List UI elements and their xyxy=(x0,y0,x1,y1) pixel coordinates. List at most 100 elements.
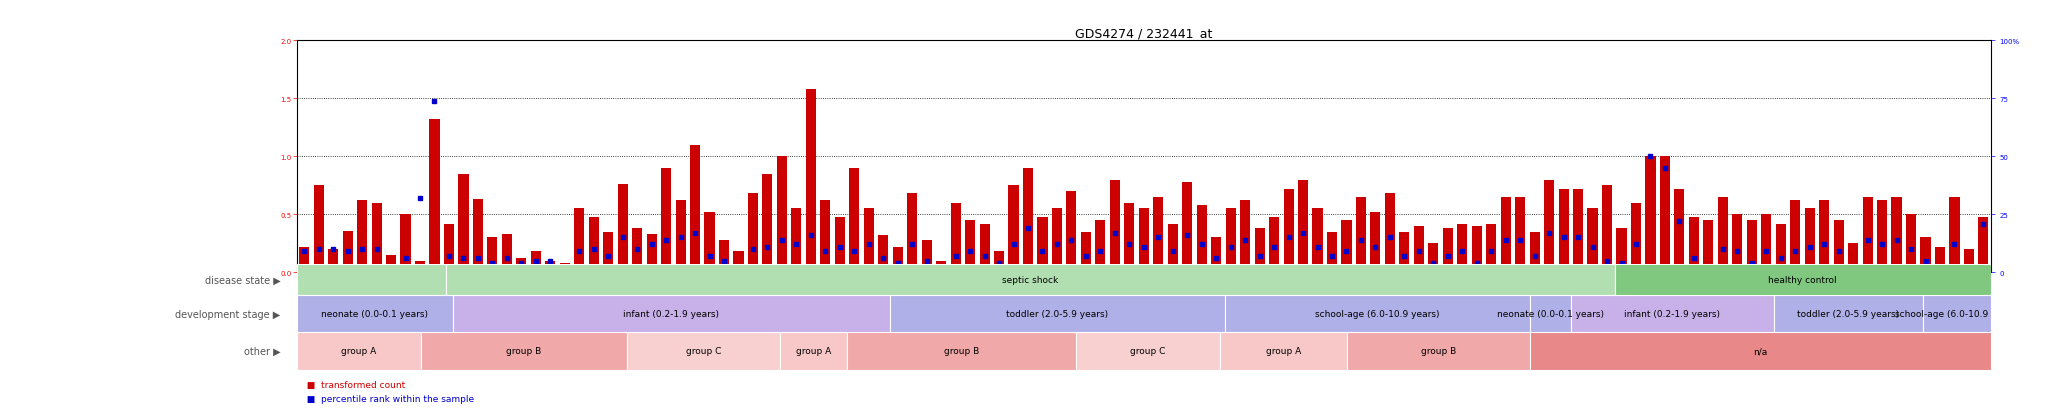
Text: disease state ▶: disease state ▶ xyxy=(205,275,281,285)
Bar xyxy=(1907,215,1917,273)
Bar xyxy=(965,221,975,273)
Bar xyxy=(1718,197,1729,273)
Bar xyxy=(1587,209,1597,273)
Bar xyxy=(633,229,643,273)
Bar xyxy=(453,295,889,332)
Bar xyxy=(805,90,815,273)
Bar xyxy=(1225,209,1235,273)
Bar xyxy=(1659,157,1669,273)
Bar xyxy=(1530,295,1571,332)
Text: ■  transformed count: ■ transformed count xyxy=(301,380,406,389)
Bar xyxy=(1298,180,1309,273)
Bar xyxy=(1790,201,1800,273)
Bar xyxy=(459,174,469,273)
Text: school-age (6.0-10.9 years): school-age (6.0-10.9 years) xyxy=(1894,309,2019,318)
Bar xyxy=(1270,217,1280,273)
Bar xyxy=(420,332,627,370)
Bar xyxy=(1038,217,1047,273)
Bar xyxy=(297,264,446,295)
Bar xyxy=(416,261,426,273)
Bar xyxy=(893,247,903,273)
Bar xyxy=(1399,232,1409,273)
Bar xyxy=(473,200,483,273)
Bar xyxy=(1458,224,1466,273)
Bar xyxy=(1571,295,1774,332)
Bar xyxy=(1645,157,1655,273)
Bar xyxy=(1356,197,1366,273)
Text: group C: group C xyxy=(1130,347,1165,356)
Bar xyxy=(791,209,801,273)
Bar xyxy=(1384,194,1395,273)
Bar xyxy=(836,217,846,273)
Text: n/a: n/a xyxy=(1753,347,1767,356)
Bar xyxy=(1413,226,1423,273)
Bar xyxy=(1761,215,1772,273)
Bar xyxy=(1124,203,1135,273)
Bar xyxy=(662,169,672,273)
Bar xyxy=(719,240,729,273)
Bar xyxy=(1221,332,1348,370)
Bar xyxy=(1704,221,1714,273)
Bar xyxy=(1733,215,1743,273)
Text: school-age (6.0-10.9 years): school-age (6.0-10.9 years) xyxy=(1315,309,1440,318)
Bar xyxy=(1473,226,1483,273)
Bar xyxy=(1167,224,1178,273)
Text: toddler (2.0-5.9 years): toddler (2.0-5.9 years) xyxy=(1798,309,1898,318)
Bar xyxy=(879,235,889,273)
Bar xyxy=(446,264,1614,295)
Text: group C: group C xyxy=(686,347,721,356)
Bar xyxy=(618,185,629,273)
Bar xyxy=(780,332,848,370)
Bar xyxy=(1964,249,1974,273)
Bar xyxy=(1530,332,1991,370)
Text: group A: group A xyxy=(342,347,377,356)
Bar xyxy=(889,295,1225,332)
Bar xyxy=(1878,201,1886,273)
Bar xyxy=(1847,244,1858,273)
Bar xyxy=(1675,189,1686,273)
Text: ■  percentile rank within the sample: ■ percentile rank within the sample xyxy=(301,394,475,403)
Bar xyxy=(1348,332,1530,370)
Bar xyxy=(821,201,829,273)
Bar xyxy=(1921,238,1931,273)
Bar xyxy=(676,201,686,273)
Bar xyxy=(993,252,1004,273)
Text: group A: group A xyxy=(1266,347,1300,356)
Bar xyxy=(516,259,526,273)
Bar xyxy=(647,235,657,273)
Bar xyxy=(1573,189,1583,273)
Bar xyxy=(1487,224,1497,273)
Bar xyxy=(762,174,772,273)
Bar xyxy=(1022,169,1032,273)
Bar xyxy=(297,332,420,370)
Bar xyxy=(748,194,758,273)
Bar xyxy=(588,217,598,273)
Text: group B: group B xyxy=(1421,347,1456,356)
Bar xyxy=(1819,201,1829,273)
Bar xyxy=(1182,183,1192,273)
Bar xyxy=(371,203,381,273)
Bar xyxy=(1241,201,1249,273)
Bar xyxy=(602,232,612,273)
Bar xyxy=(1776,224,1786,273)
Bar xyxy=(1950,197,1960,273)
Bar xyxy=(1210,238,1221,273)
Bar xyxy=(1747,221,1757,273)
Text: toddler (2.0-5.9 years): toddler (2.0-5.9 years) xyxy=(1006,309,1108,318)
Bar xyxy=(922,240,932,273)
Text: group A: group A xyxy=(797,347,831,356)
Bar xyxy=(299,247,309,273)
Bar xyxy=(1804,209,1815,273)
Bar xyxy=(1774,295,1923,332)
Bar xyxy=(1341,221,1352,273)
Bar xyxy=(1862,197,1872,273)
Bar xyxy=(1139,209,1149,273)
Bar xyxy=(1255,229,1266,273)
Bar xyxy=(1616,229,1626,273)
Bar xyxy=(950,203,961,273)
Text: group B: group B xyxy=(506,347,541,356)
Bar xyxy=(1501,197,1511,273)
Bar xyxy=(1327,232,1337,273)
Bar xyxy=(733,252,743,273)
Text: infant (0.2-1.9 years): infant (0.2-1.9 years) xyxy=(623,309,719,318)
